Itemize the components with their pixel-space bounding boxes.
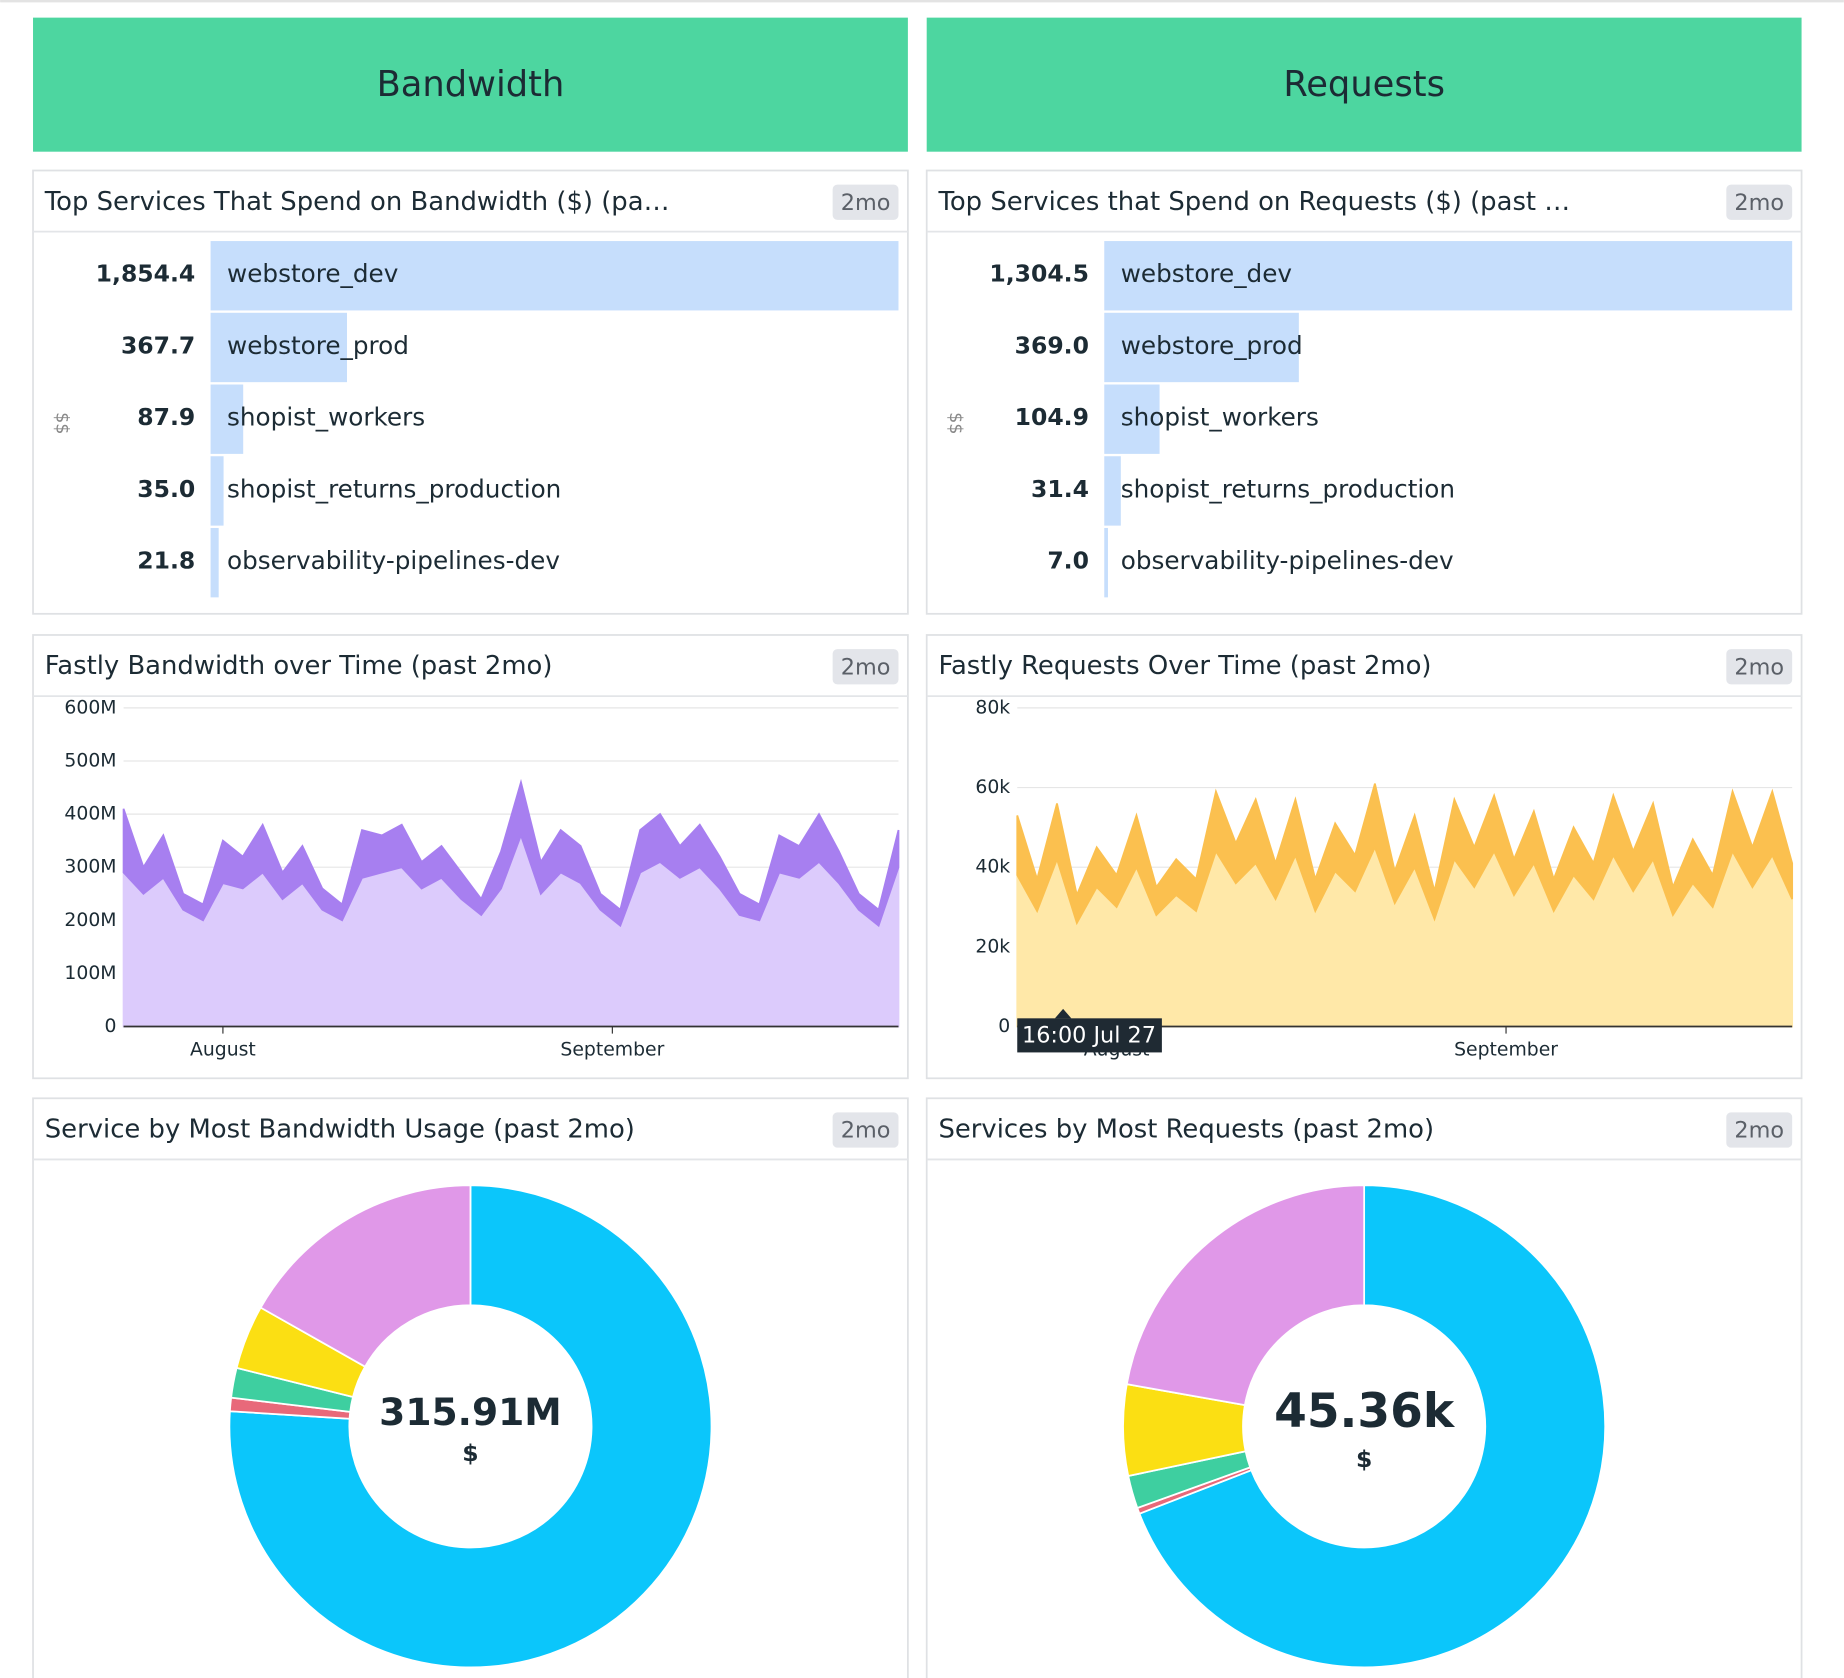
badge-label: 2mo <box>1734 190 1784 216</box>
y-tick-label: 400M <box>64 804 116 825</box>
category-label: shopist_workers <box>1121 403 1319 432</box>
badge <box>832 1112 899 1148</box>
widget-title: Fastly Bandwidth over Time (past 2mo) <box>45 651 553 681</box>
badge <box>1726 649 1793 685</box>
y-tick-label: 20k <box>975 936 1010 957</box>
value-label: 104.9 <box>1015 403 1089 431</box>
y-tick-label: 40k <box>975 857 1010 878</box>
category-label: observability-pipelines-dev <box>227 546 560 575</box>
value-label: 1,304.5 <box>989 260 1089 288</box>
center-unit: $ <box>1356 1445 1372 1473</box>
badge <box>832 649 899 685</box>
category-label: shopist_returns_production <box>1121 474 1455 503</box>
center-value: 315.91M <box>379 1390 562 1434</box>
group-title: Requests <box>1283 64 1445 105</box>
donut-slice <box>1125 1184 1366 1407</box>
y-tick-label: 0 <box>105 1016 117 1037</box>
value-label: 35.0 <box>137 475 195 503</box>
category-label: observability-pipelines-dev <box>1121 546 1454 575</box>
badge-label: 2mo <box>1734 1118 1784 1144</box>
tooltip-pointer <box>1054 1008 1072 1019</box>
area <box>122 778 900 928</box>
bar <box>1104 241 1793 311</box>
bar <box>210 384 244 454</box>
widget-title: Top Services that Spend on Requests ($) … <box>937 187 1570 217</box>
donut-slice <box>259 1184 472 1368</box>
y-axis-label: $$ <box>945 412 965 434</box>
widget-title: Top Services That Spend on Bandwidth ($)… <box>44 187 670 217</box>
widget-title: Services by Most Requests (past 2mo) <box>938 1115 1434 1145</box>
tooltip: 16:00 Jul 27 <box>1022 1022 1156 1048</box>
x-tick-label: September <box>1454 1040 1558 1061</box>
bar <box>1104 527 1108 598</box>
badge <box>1726 184 1793 220</box>
x-tick-label: August <box>190 1040 256 1061</box>
donut-slice <box>228 1184 713 1669</box>
area <box>1016 783 1794 926</box>
y-tick-label: 500M <box>64 750 116 771</box>
category-label: webstore_prod <box>1121 331 1303 360</box>
donut-slice <box>1138 1184 1607 1669</box>
value-label: 369.0 <box>1015 331 1089 359</box>
value-label: 87.9 <box>137 403 195 431</box>
category-label: webstore_dev <box>227 259 398 288</box>
tooltip-box <box>1017 1018 1162 1053</box>
center-value: 45.36k <box>1274 1384 1456 1439</box>
badge <box>1726 1112 1793 1148</box>
value-label: 21.8 <box>137 547 195 575</box>
group-header <box>33 17 908 152</box>
badge-label: 2mo <box>1734 654 1784 680</box>
bar <box>210 456 224 526</box>
y-tick-label: 100M <box>64 963 116 984</box>
y-tick-label: 0 <box>998 1016 1010 1037</box>
value-label: 31.4 <box>1031 475 1089 503</box>
y-tick-label: 60k <box>975 777 1010 798</box>
widget-title: Fastly Requests Over Time (past 2mo) <box>938 651 1431 681</box>
group-title: Bandwidth <box>377 64 565 105</box>
category-label: shopist_returns_production <box>227 474 561 503</box>
center-unit: $ <box>462 1439 478 1467</box>
value-label: 1,854.4 <box>96 260 196 288</box>
bar <box>210 527 219 598</box>
badge-label: 2mo <box>841 654 891 680</box>
category-label: webstore_prod <box>227 331 409 360</box>
y-axis-label: $$ <box>51 412 71 434</box>
category-label: shopist_workers <box>227 403 425 432</box>
widget-title: Service by Most Bandwidth Usage (past 2m… <box>45 1115 635 1145</box>
y-tick-label: 300M <box>64 857 116 878</box>
y-tick-label: 200M <box>64 910 116 931</box>
value-label: 7.0 <box>1047 547 1089 575</box>
bar <box>210 241 899 311</box>
category-label: webstore_dev <box>1121 259 1292 288</box>
badge-label: 2mo <box>841 1118 891 1144</box>
value-label: 367.7 <box>121 331 195 359</box>
x-tick-label: September <box>560 1040 664 1061</box>
bar <box>1104 312 1299 383</box>
bar <box>1104 456 1121 526</box>
badge <box>832 184 899 220</box>
y-tick-label: 80k <box>975 697 1010 718</box>
badge-label: 2mo <box>841 190 891 216</box>
group-header <box>926 17 1802 152</box>
y-tick-label: 600M <box>64 697 116 718</box>
bar <box>1104 384 1160 454</box>
bar <box>210 312 347 383</box>
